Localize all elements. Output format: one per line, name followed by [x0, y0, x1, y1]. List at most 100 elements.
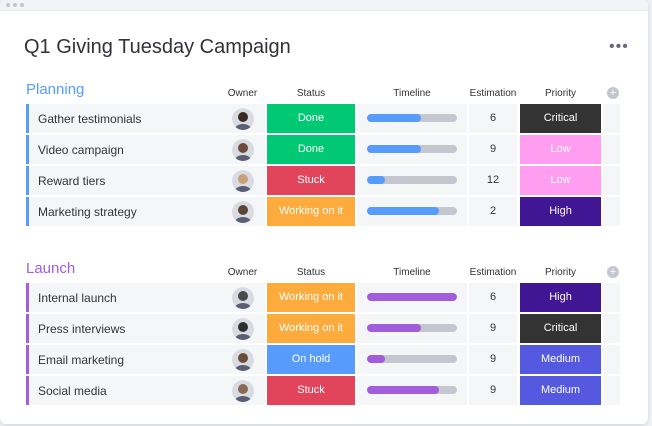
item-name-cell[interactable]: Marketing strategy	[26, 197, 221, 226]
window-dot-icon	[13, 3, 17, 7]
estimation-value[interactable]: 9	[469, 314, 517, 343]
add-column-icon[interactable]: +	[607, 87, 619, 99]
timeline-cell[interactable]	[357, 135, 467, 164]
column-header-estimation: Estimation	[469, 267, 517, 278]
timeline-cell[interactable]	[357, 314, 467, 343]
row-end-cell	[603, 135, 620, 164]
priority-badge[interactable]: Critical	[520, 104, 601, 133]
timeline-cell[interactable]	[357, 345, 467, 374]
group-title-planning[interactable]: Planning	[26, 81, 85, 98]
row-end-cell	[603, 283, 620, 312]
timeline-progress-fill	[367, 207, 439, 215]
status-badge[interactable]: Working on it	[267, 314, 355, 343]
avatar-icon	[232, 201, 254, 223]
item-name: Press interviews	[38, 322, 126, 336]
timeline-cell[interactable]	[357, 166, 467, 195]
item-name: Social media	[38, 384, 107, 398]
table-row[interactable]: Video campaign Done 9 Low	[26, 135, 620, 164]
owner-cell[interactable]	[220, 197, 265, 226]
priority-badge[interactable]: High	[520, 283, 601, 312]
estimation-value[interactable]: 9	[469, 135, 517, 164]
priority-badge[interactable]: Low	[520, 135, 601, 164]
group-title-launch[interactable]: Launch	[26, 260, 76, 277]
row-end-cell	[603, 104, 620, 133]
timeline-bar	[367, 114, 457, 122]
item-name: Internal launch	[38, 291, 117, 305]
owner-cell[interactable]	[220, 135, 265, 164]
estimation-value[interactable]: 9	[469, 345, 517, 374]
estimation-value[interactable]: 12	[469, 166, 517, 195]
more-options-icon[interactable]: •••	[609, 38, 629, 55]
timeline-progress-fill	[367, 176, 385, 184]
row-end-cell	[603, 166, 620, 195]
board-title: Q1 Giving Tuesday Campaign	[24, 36, 291, 58]
timeline-cell[interactable]	[357, 376, 467, 405]
priority-badge[interactable]: Critical	[520, 314, 601, 343]
timeline-bar	[367, 145, 457, 153]
column-header-status: Status	[296, 267, 326, 278]
column-header-estimation: Estimation	[469, 88, 517, 99]
item-name: Marketing strategy	[38, 205, 137, 219]
owner-cell[interactable]	[220, 166, 265, 195]
avatar-icon	[232, 380, 254, 402]
priority-badge[interactable]: Medium	[520, 345, 601, 374]
status-badge[interactable]: Stuck	[267, 166, 355, 195]
table-row[interactable]: Gather testimonials Done 6 Critical	[26, 104, 620, 133]
timeline-bar	[367, 386, 457, 394]
item-name-cell[interactable]: Press interviews	[26, 314, 221, 343]
column-header-owner: Owner	[227, 88, 258, 99]
timeline-cell[interactable]	[357, 283, 467, 312]
owner-cell[interactable]	[220, 345, 265, 374]
timeline-cell[interactable]	[357, 197, 467, 226]
status-badge[interactable]: Done	[267, 135, 355, 164]
column-header-timeline: Timeline	[393, 88, 431, 99]
status-badge[interactable]: Stuck	[267, 376, 355, 405]
item-name: Reward tiers	[38, 174, 106, 188]
add-column-icon[interactable]: +	[607, 266, 619, 278]
timeline-progress-fill	[367, 145, 421, 153]
item-name-cell[interactable]: Email marketing	[26, 345, 221, 374]
avatar-icon	[232, 108, 254, 130]
timeline-bar	[367, 293, 457, 301]
status-badge[interactable]: Done	[267, 104, 355, 133]
estimation-value[interactable]: 2	[469, 197, 517, 226]
item-name: Video campaign	[38, 143, 124, 157]
estimation-value[interactable]: 6	[469, 283, 517, 312]
priority-badge[interactable]: High	[520, 197, 601, 226]
item-name-cell[interactable]: Reward tiers	[26, 166, 221, 195]
table-row[interactable]: Press interviews Working on it 9 Critical	[26, 314, 620, 343]
column-header-owner: Owner	[227, 267, 258, 278]
timeline-progress-fill	[367, 386, 439, 394]
item-name: Gather testimonials	[38, 112, 142, 126]
item-name-cell[interactable]: Video campaign	[26, 135, 221, 164]
row-end-cell	[603, 345, 620, 374]
table-row[interactable]: Social media Stuck 9 Medium	[26, 376, 620, 405]
timeline-cell[interactable]	[357, 104, 467, 133]
timeline-progress-fill	[367, 324, 421, 332]
owner-cell[interactable]	[220, 104, 265, 133]
column-header-timeline: Timeline	[393, 267, 431, 278]
owner-cell[interactable]	[220, 314, 265, 343]
timeline-progress-fill	[367, 293, 457, 301]
owner-cell[interactable]	[220, 376, 265, 405]
item-name-cell[interactable]: Social media	[26, 376, 221, 405]
status-badge[interactable]: Working on it	[267, 197, 355, 226]
table-row[interactable]: Marketing strategy Working on it 2 High	[26, 197, 620, 226]
priority-badge[interactable]: Low	[520, 166, 601, 195]
avatar-icon	[232, 170, 254, 192]
item-name-cell[interactable]: Internal launch	[26, 283, 221, 312]
column-header-priority: Priority	[544, 267, 577, 278]
owner-cell[interactable]	[220, 283, 265, 312]
table-row[interactable]: Email marketing On hold 9 Medium	[26, 345, 620, 374]
estimation-value[interactable]: 9	[469, 376, 517, 405]
avatar-icon	[232, 139, 254, 161]
table-row[interactable]: Reward tiers Stuck 12 Low	[26, 166, 620, 195]
priority-badge[interactable]: Medium	[520, 376, 601, 405]
window-dot-icon	[20, 3, 24, 7]
item-name-cell[interactable]: Gather testimonials	[26, 104, 221, 133]
status-badge[interactable]: Working on it	[267, 283, 355, 312]
avatar-icon	[232, 287, 254, 309]
estimation-value[interactable]: 6	[469, 104, 517, 133]
status-badge[interactable]: On hold	[267, 345, 355, 374]
table-row[interactable]: Internal launch Working on it 6 High	[26, 283, 620, 312]
